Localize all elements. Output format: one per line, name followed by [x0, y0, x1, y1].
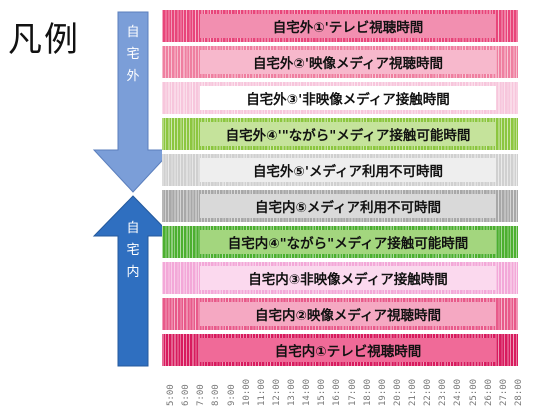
time-tick-label: 10:00 — [241, 378, 252, 406]
legend-band-label: 自宅外①'テレビ視聴時間 — [200, 14, 496, 38]
legend-band: 自宅内⑤メディア利用不可時間 — [162, 190, 518, 222]
outside-arrow — [92, 11, 162, 193]
legend-band: 自宅内①テレビ視聴時間 — [162, 334, 518, 366]
legend-band: 自宅外⑤'メディア利用不可時間 — [162, 154, 518, 186]
inside-arrow — [92, 195, 162, 367]
time-tick-label: 21:00 — [408, 378, 419, 406]
time-tick-label: 26:00 — [483, 378, 494, 406]
legend-band: 自宅外③'非映像メディア接触時間 — [162, 82, 518, 114]
legend-band: 自宅内④"ながら"メディア接触可能時間 — [162, 226, 518, 258]
time-tick-label: 8:00 — [211, 384, 222, 406]
time-tick-label: 11:00 — [256, 378, 267, 406]
legend-band: 自宅外②'映像メディア視聴時間 — [162, 46, 518, 78]
outside-vertical-label: 自宅外 — [126, 25, 140, 84]
time-tick-label: 16:00 — [332, 378, 343, 406]
time-tick-label: 22:00 — [423, 378, 434, 406]
legend-band-label: 自宅外②'映像メディア視聴時間 — [200, 50, 496, 74]
time-tick-label: 25:00 — [468, 378, 479, 406]
legend-band: 自宅内②映像メディア視聴時間 — [162, 298, 518, 330]
legend-band-label: 自宅外④'"ながら"メディア接触可能時間 — [200, 122, 496, 146]
time-tick-label: 9:00 — [226, 384, 237, 406]
legend-band-label: 自宅内①テレビ視聴時間 — [200, 338, 496, 362]
legend-band-label: 自宅外③'非映像メディア接触時間 — [200, 86, 496, 110]
legend-band: 自宅内③非映像メディア接触時間 — [162, 262, 518, 294]
legend-band: 自宅外①'テレビ視聴時間 — [162, 10, 518, 42]
time-tick-label: 19:00 — [377, 378, 388, 406]
legend-band: 自宅外④'"ながら"メディア接触可能時間 — [162, 118, 518, 150]
time-tick-label: 28:00 — [514, 378, 524, 406]
legend-bands: 自宅外①'テレビ視聴時間 自宅外②'映像メディア視聴時間 自宅外③'非映像メディア接… — [162, 10, 518, 367]
legend-band-label: 自宅外⑤'メディア利用不可時間 — [200, 158, 496, 182]
time-tick-label: 27:00 — [498, 378, 509, 406]
time-tick-label: 14:00 — [302, 378, 313, 406]
inside-vertical-label: 自宅内 — [126, 221, 140, 280]
time-tick-label: 15:00 — [317, 378, 328, 406]
time-tick-label: 12:00 — [271, 378, 282, 406]
legend-band-label: 自宅内⑤メディア利用不可時間 — [200, 194, 496, 218]
legend-band-label: 自宅内②映像メディア視聴時間 — [200, 302, 496, 326]
time-tick-label: 20:00 — [392, 378, 403, 406]
time-tick-label: 17:00 — [347, 378, 358, 406]
time-tick-label: 24:00 — [453, 378, 464, 406]
time-tick-label: 13:00 — [287, 378, 298, 406]
time-tick-label: 5:00 — [166, 384, 176, 406]
time-tick-label: 7:00 — [196, 384, 207, 406]
time-axis: 5:00 6:00 7:00 8:00 9:00 10:00 11:00 12:00 13:00… — [162, 372, 524, 408]
legend-band-label: 自宅内④"ながら"メディア接触可能時間 — [200, 230, 496, 254]
time-tick-label: 6:00 — [181, 384, 192, 406]
time-tick-label: 18:00 — [362, 378, 373, 406]
legend-title: 凡例 — [8, 20, 80, 60]
time-tick-label: 23:00 — [438, 378, 449, 406]
legend-band-label: 自宅内③非映像メディア接触時間 — [200, 266, 496, 290]
location-arrows — [92, 11, 162, 367]
